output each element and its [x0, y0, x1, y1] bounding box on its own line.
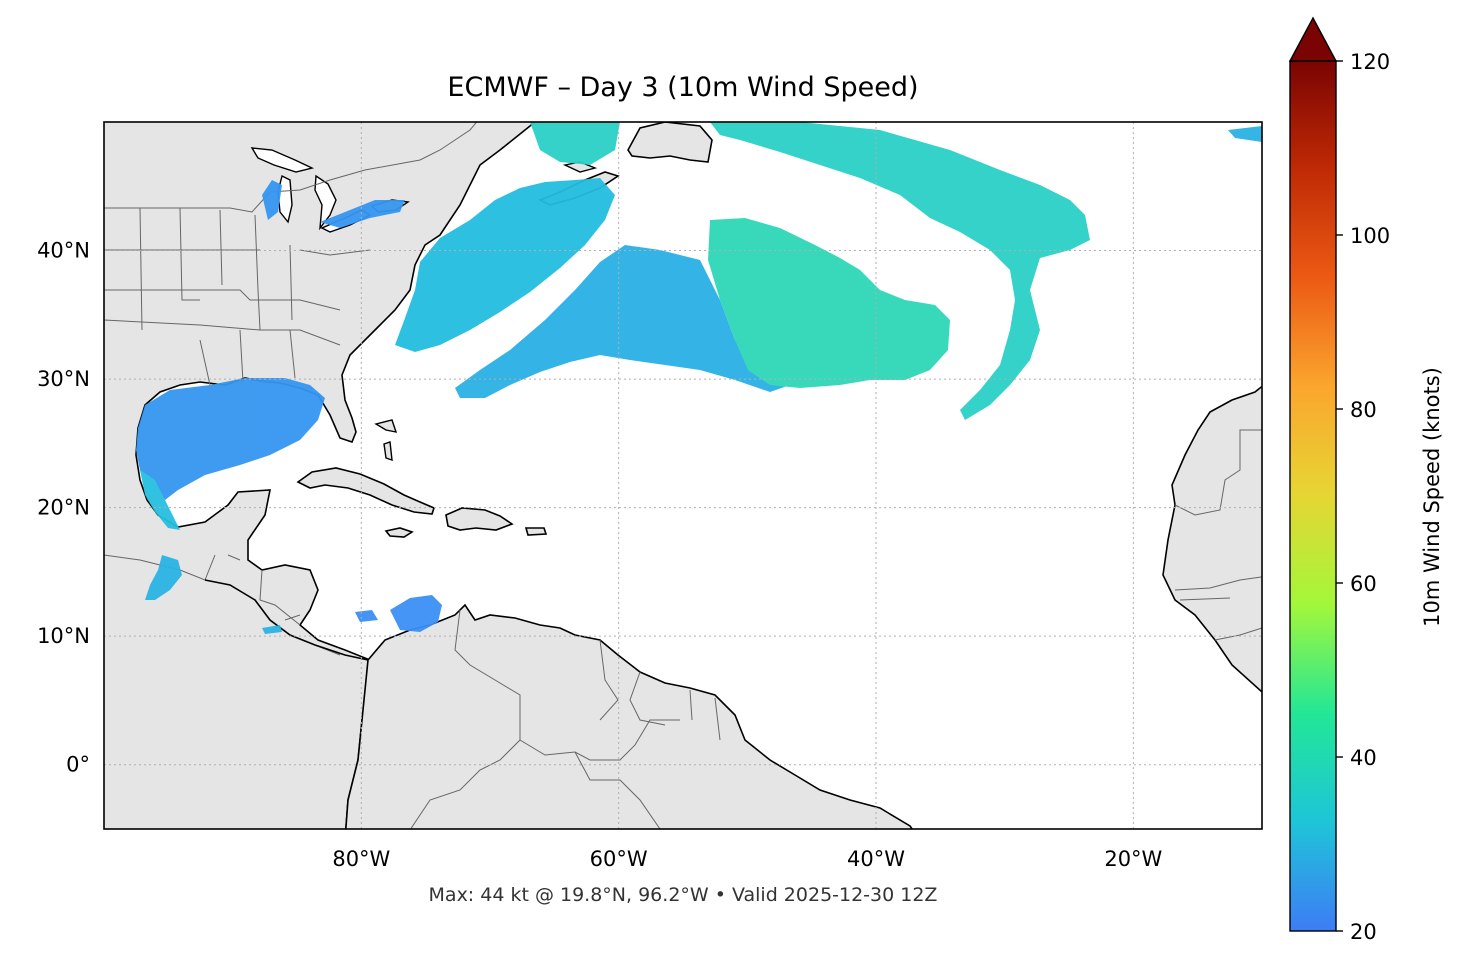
- land-newfoundland: [627, 122, 713, 163]
- land-hispaniola: [445, 507, 514, 531]
- land-south-america: [345, 603, 914, 829]
- land-africa: [1162, 385, 1262, 693]
- wind-field-caribbean: [355, 595, 442, 632]
- wind-field-pacific-coast: [145, 555, 282, 634]
- wind-field-us-east-coast: [395, 178, 615, 352]
- wind-fields: [136, 122, 1262, 634]
- land-jamaica: [384, 527, 414, 538]
- wind-field-atlantic-band: [455, 245, 790, 398]
- lat-tick-label: 0°: [66, 753, 90, 777]
- lon-tick-label: 20°W: [1104, 847, 1162, 871]
- colorbar-tick-label: 100: [1350, 224, 1390, 248]
- lat-tick-label: 10°N: [37, 624, 90, 648]
- lat-tick-label: 30°N: [37, 367, 90, 391]
- borders: [104, 122, 1262, 829]
- wind-field-great-lakes: [262, 180, 405, 228]
- wind-field-gulf-of-st-lawrence: [530, 122, 620, 165]
- colorbar-tick-label: 40: [1350, 746, 1377, 770]
- map-area: [104, 122, 1262, 829]
- colorbar-ticks: 120 100 80 60 40 20: [1336, 50, 1390, 944]
- colorbar-tick-label: 120: [1350, 50, 1390, 74]
- wind-field-eastern-patch: [1228, 126, 1262, 142]
- land-north-america: [104, 122, 537, 829]
- colorbar-label: 10m Wind Speed (knots): [1420, 367, 1444, 627]
- wind-field-gulf-of-mexico: [136, 378, 325, 500]
- lon-tick-label: 80°W: [332, 847, 390, 871]
- gridlines: [104, 122, 1262, 829]
- colorbar-tick-label: 80: [1350, 398, 1377, 422]
- wind-field-north-atlantic: [710, 122, 1090, 420]
- map-title: ECMWF – Day 3 (10m Wind Speed): [447, 72, 919, 103]
- wind-field-central-atlantic-low: [708, 218, 950, 388]
- colorbar-tick-label: 60: [1350, 572, 1377, 596]
- lon-tick-labels: 80°W 60°W 40°W 20°W: [332, 847, 1162, 871]
- lat-tick-label: 40°N: [37, 239, 90, 263]
- lon-tick-label: 40°W: [847, 847, 905, 871]
- colorbar-extend-arrow: [1288, 16, 1338, 62]
- land-cuba: [296, 467, 435, 515]
- colorbar-gradient: [1289, 60, 1337, 932]
- lon-tick-label: 60°W: [590, 847, 648, 871]
- lake-superior: [250, 147, 315, 173]
- lat-tick-label: 20°N: [37, 496, 90, 520]
- land-bahamas: [374, 419, 398, 462]
- lat-tick-labels: 40°N 30°N 20°N 10°N 0°: [37, 239, 90, 777]
- map-footer: Max: 44 kt @ 19.8°N, 96.2°W • Valid 2025…: [428, 884, 938, 906]
- land-puerto-rico: [524, 527, 548, 536]
- wind-field-bay-of-campeche: [140, 470, 180, 530]
- land: [104, 122, 1262, 829]
- plot-frame: [103, 121, 1263, 830]
- colorbar-tick-label: 20: [1350, 920, 1377, 944]
- colorbar: 120 100 80 60 40 20: [1288, 16, 1390, 944]
